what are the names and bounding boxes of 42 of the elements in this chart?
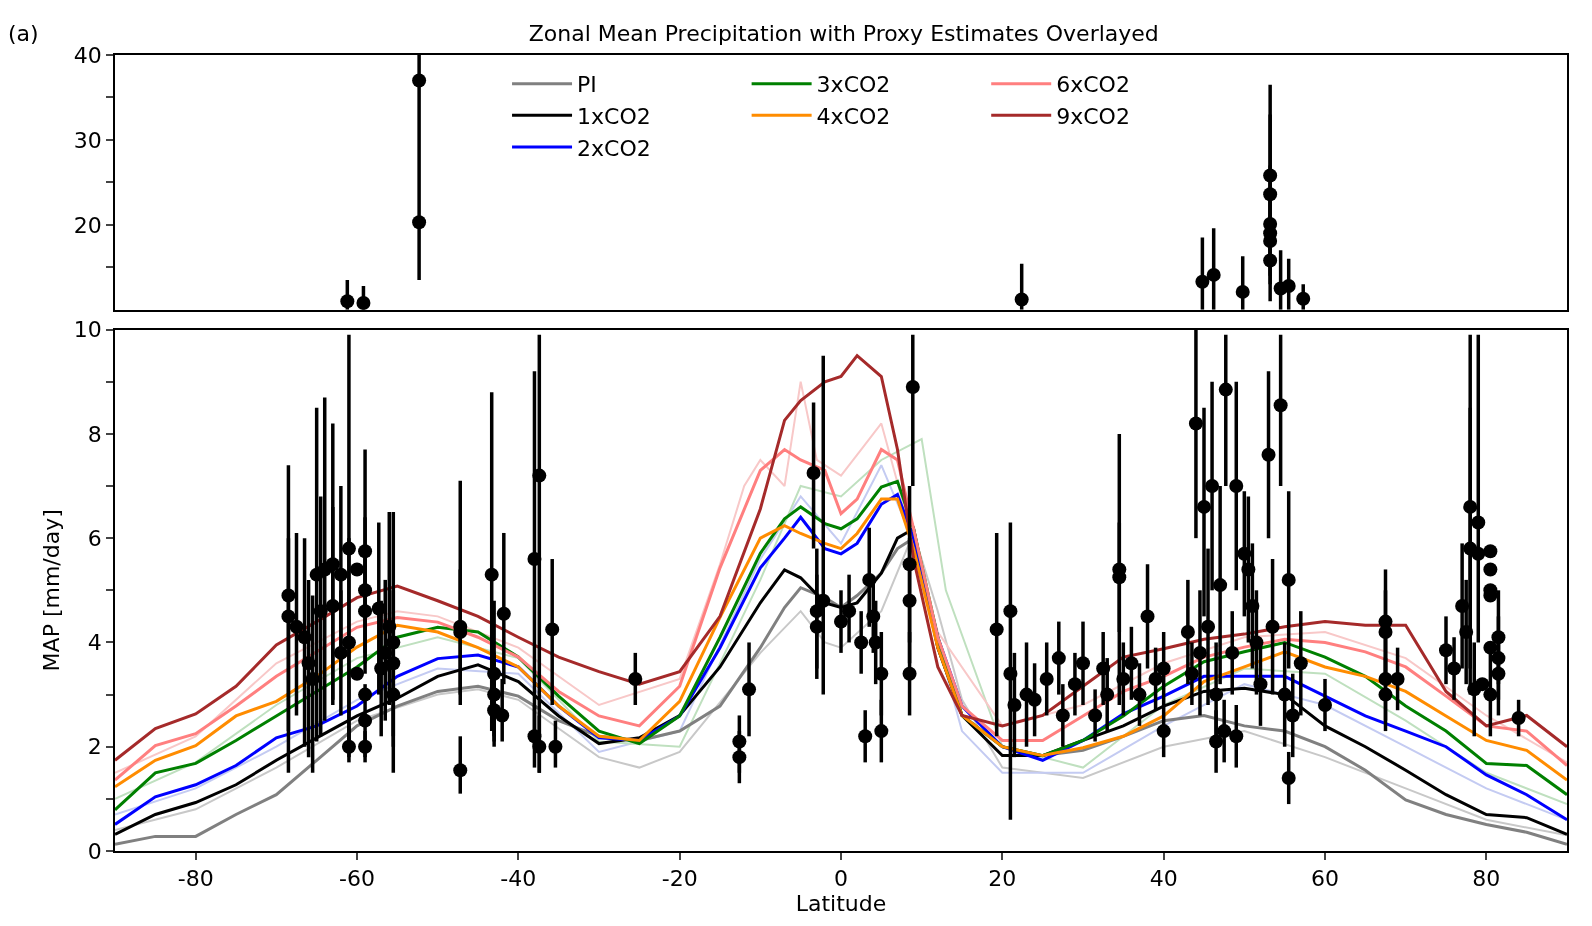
y-tick-label: 20 <box>73 212 102 238</box>
point <box>1263 168 1278 183</box>
legend-label: 6xCO2 <box>1056 72 1130 98</box>
point <box>1263 187 1278 202</box>
y-tick-label: 2 <box>87 734 102 760</box>
x-tick-label: 40 <box>1149 866 1178 892</box>
x-axis-title: Latitude <box>795 891 887 917</box>
point <box>412 215 427 230</box>
point <box>1195 274 1210 289</box>
legend-label: 9xCO2 <box>1056 103 1130 129</box>
x-tick-label: 0 <box>834 866 848 892</box>
chart-title: Zonal Mean Precipitation with Proxy Estimates Overlayed <box>528 21 1159 47</box>
x-tick-label: -60 <box>339 866 375 892</box>
point <box>1014 292 1029 307</box>
point <box>1296 291 1311 306</box>
y-tick-label: 4 <box>87 630 102 656</box>
point <box>412 73 427 88</box>
text: (a) <box>8 21 39 46</box>
legend-label: 4xCO2 <box>816 103 891 129</box>
x-tick-label: -80 <box>177 866 214 892</box>
y-tick-label: 40 <box>73 42 102 68</box>
x-tick-label: 60 <box>1311 866 1339 892</box>
legend-label: 1xCO2 <box>577 103 651 129</box>
point <box>1206 267 1221 282</box>
point <box>356 295 371 310</box>
x-tick-label: 20 <box>988 866 1017 892</box>
legend-label: PI <box>577 72 597 98</box>
legend-label: 3xCO2 <box>816 72 891 98</box>
point <box>340 294 355 309</box>
y-tick-label: 6 <box>87 525 102 551</box>
x-tick-label: -20 <box>661 866 698 892</box>
x-tick-label: -40 <box>500 866 537 892</box>
point <box>1281 278 1296 293</box>
point <box>1263 253 1278 268</box>
y-tick-label: 30 <box>73 127 102 153</box>
x-tick-label: 80 <box>1472 866 1501 892</box>
y-tick-label: 10 <box>73 317 102 343</box>
y-axis-title: MAP [mm/day] <box>39 509 65 672</box>
y-tick-label: 8 <box>87 421 102 447</box>
point <box>1235 284 1250 299</box>
legend-label: 2xCO2 <box>577 135 651 161</box>
y-tick-label: 0 <box>87 838 102 864</box>
